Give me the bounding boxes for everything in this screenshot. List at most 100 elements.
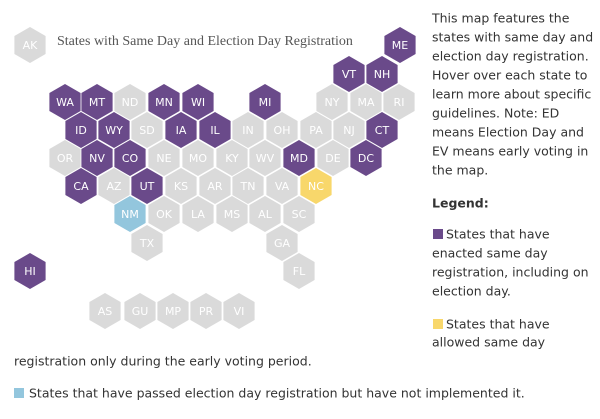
hex-shape[interactable] — [165, 168, 197, 204]
state-hex[interactable]: AR — [199, 168, 231, 204]
hex-shape[interactable] — [283, 253, 315, 289]
hex-label[interactable]: VA — [275, 180, 290, 193]
state-hex[interactable]: MA — [350, 84, 382, 120]
hex-label[interactable]: AK — [23, 39, 39, 52]
hex-label[interactable]: TN — [240, 180, 256, 193]
hex-shape[interactable] — [333, 56, 365, 92]
hex-label[interactable]: NC — [308, 180, 324, 193]
hex-shape[interactable] — [131, 168, 163, 204]
hex-label[interactable]: GA — [274, 237, 291, 250]
hex-shape[interactable] — [199, 112, 231, 148]
state-hex[interactable]: MO — [182, 140, 214, 176]
hex-label[interactable]: IN — [242, 124, 253, 137]
hex-shape[interactable] — [114, 196, 146, 232]
hex-label[interactable]: NH — [374, 68, 391, 81]
hex-label[interactable]: DE — [325, 152, 340, 165]
hex-label[interactable]: NY — [325, 96, 340, 109]
hex-label[interactable]: KY — [225, 152, 239, 165]
hex-shape[interactable] — [300, 168, 332, 204]
state-hex[interactable]: AS — [89, 293, 121, 329]
state-hex[interactable]: AZ — [98, 168, 130, 204]
state-hex[interactable]: CA — [65, 168, 97, 204]
hex-shape[interactable] — [300, 112, 332, 148]
state-hex[interactable]: MP — [157, 293, 189, 329]
hex-label[interactable]: ME — [392, 39, 408, 52]
hex-label[interactable]: FL — [293, 265, 306, 278]
state-hex[interactable]: PA — [300, 112, 332, 148]
hex-label[interactable]: IA — [176, 124, 187, 137]
hex-label[interactable]: WA — [56, 96, 74, 109]
hex-label[interactable]: LA — [191, 208, 205, 221]
state-hex[interactable]: CO — [114, 140, 146, 176]
hex-label[interactable]: MI — [259, 96, 272, 109]
hex-label[interactable]: IL — [210, 124, 220, 137]
hex-shape[interactable] — [157, 293, 189, 329]
hex-shape[interactable] — [249, 196, 281, 232]
hex-label[interactable]: ID — [75, 124, 87, 137]
hex-label[interactable]: UT — [140, 180, 155, 193]
hex-shape[interactable] — [283, 140, 315, 176]
hex-shape[interactable] — [98, 112, 130, 148]
state-hex[interactable]: RI — [383, 84, 415, 120]
hex-shape[interactable] — [114, 140, 146, 176]
hex-shape[interactable] — [114, 84, 146, 120]
hex-shape[interactable] — [366, 112, 398, 148]
hex-label[interactable]: KS — [174, 180, 188, 193]
state-hex[interactable]: GU — [124, 293, 156, 329]
state-hex[interactable]: SC — [283, 196, 315, 232]
hex-shape[interactable] — [199, 168, 231, 204]
hex-shape[interactable] — [182, 84, 214, 120]
hex-label[interactable]: VT — [342, 68, 357, 81]
state-hex[interactable]: SD — [131, 112, 163, 148]
hex-label[interactable]: WY — [105, 124, 123, 137]
hex-shape[interactable] — [223, 293, 255, 329]
hex-shape[interactable] — [249, 84, 281, 120]
hex-label[interactable]: NJ — [343, 124, 354, 137]
state-hex[interactable]: NC — [300, 168, 332, 204]
hex-shape[interactable] — [81, 140, 113, 176]
hex-shape[interactable] — [266, 112, 298, 148]
hex-shape[interactable] — [182, 140, 214, 176]
hex-label[interactable]: GU — [132, 305, 149, 318]
hex-label[interactable]: NE — [156, 152, 171, 165]
hex-label[interactable]: OK — [156, 208, 173, 221]
hex-shape[interactable] — [384, 27, 416, 63]
state-hex[interactable]: NM — [114, 196, 146, 232]
state-hex[interactable]: MD — [283, 140, 315, 176]
hex-label[interactable]: TX — [139, 237, 155, 250]
state-hex[interactable]: GA — [266, 225, 298, 261]
state-hex[interactable]: MN — [148, 84, 180, 120]
hex-label[interactable]: CA — [73, 180, 89, 193]
hex-shape[interactable] — [350, 140, 382, 176]
state-hex[interactable]: NH — [366, 56, 398, 92]
state-hex[interactable]: AK — [14, 27, 46, 63]
hex-shape[interactable] — [266, 225, 298, 261]
hex-shape[interactable] — [124, 293, 156, 329]
hex-shape[interactable] — [182, 196, 214, 232]
hex-shape[interactable] — [165, 112, 197, 148]
hex-shape[interactable] — [65, 168, 97, 204]
state-hex[interactable]: MI — [249, 84, 281, 120]
state-hex[interactable]: IA — [165, 112, 197, 148]
hex-shape[interactable] — [232, 168, 264, 204]
hex-label[interactable]: NM — [121, 208, 139, 221]
hex-label[interactable]: PA — [309, 124, 323, 137]
state-hex[interactable]: AL — [249, 196, 281, 232]
hex-label[interactable]: OR — [57, 152, 74, 165]
state-hex[interactable]: OK — [148, 196, 180, 232]
hex-label[interactable]: DC — [358, 152, 374, 165]
state-hex[interactable]: KY — [216, 140, 248, 176]
state-hex[interactable]: VI — [223, 293, 255, 329]
state-hex[interactable]: VA — [266, 168, 298, 204]
hex-label[interactable]: SD — [139, 124, 154, 137]
state-hex[interactable]: OH — [266, 112, 298, 148]
state-hex[interactable]: ND — [114, 84, 146, 120]
hex-shape[interactable] — [266, 168, 298, 204]
state-hex[interactable]: PR — [190, 293, 222, 329]
hex-label[interactable]: AR — [207, 180, 223, 193]
state-hex[interactable]: UT — [131, 168, 163, 204]
hex-shape[interactable] — [316, 84, 348, 120]
hex-label[interactable]: RI — [394, 96, 405, 109]
state-hex[interactable]: DE — [317, 140, 349, 176]
state-hex[interactable]: NY — [316, 84, 348, 120]
